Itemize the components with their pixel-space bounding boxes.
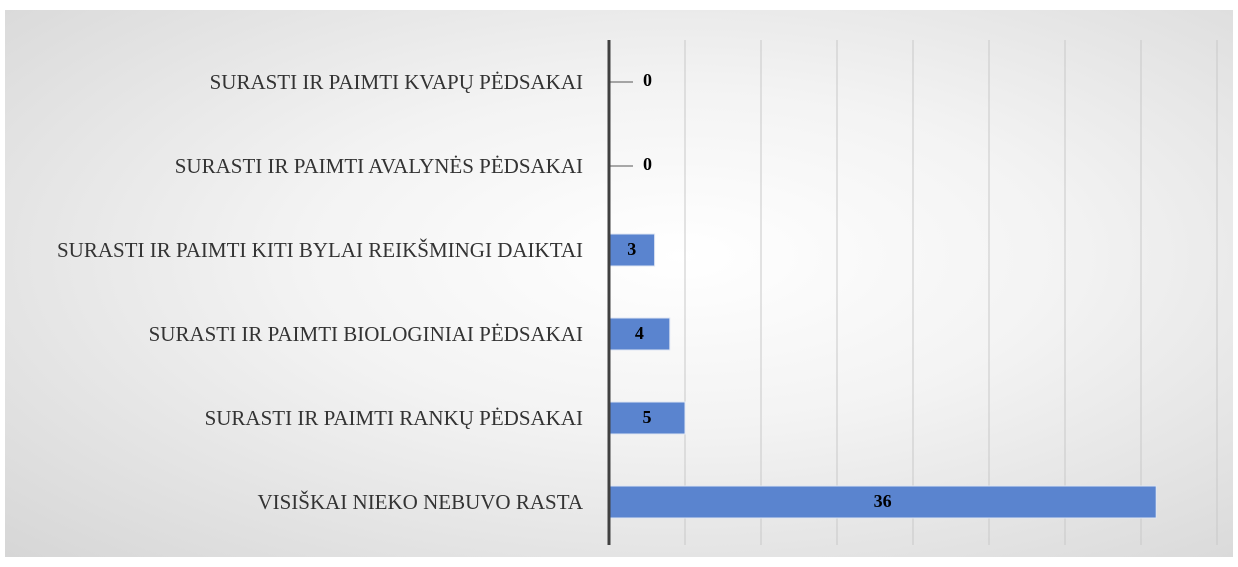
- category-label: SURASTI IR PAIMTI KVAPŲ PĖDSAKAI: [209, 70, 583, 94]
- category-label: SURASTI IR PAIMTI KITI BYLAI REIKŠMINGI …: [56, 238, 583, 262]
- bar: [608, 401, 686, 435]
- category-label: VISIŠKAI NIEKO NEBUVO RASTA: [257, 490, 583, 514]
- category-label: SURASTI IR PAIMTI AVALYNĖS PĖDSAKAI: [174, 154, 583, 178]
- bar: [608, 233, 656, 267]
- data-label: 0: [643, 70, 652, 90]
- bar: [608, 485, 1157, 519]
- data-label: 36: [874, 491, 892, 511]
- data-label: 5: [643, 407, 652, 427]
- category-label: SURASTI IR PAIMTI BIOLOGINIAI PĖDSAKAI: [148, 322, 583, 346]
- bar: [608, 317, 671, 351]
- data-label: 3: [627, 239, 636, 259]
- chart-area: [5, 10, 1233, 557]
- data-label: 4: [635, 323, 644, 343]
- data-label: 0: [643, 154, 652, 174]
- category-label: SURASTI IR PAIMTI RANKŲ PĖDSAKAI: [204, 406, 583, 430]
